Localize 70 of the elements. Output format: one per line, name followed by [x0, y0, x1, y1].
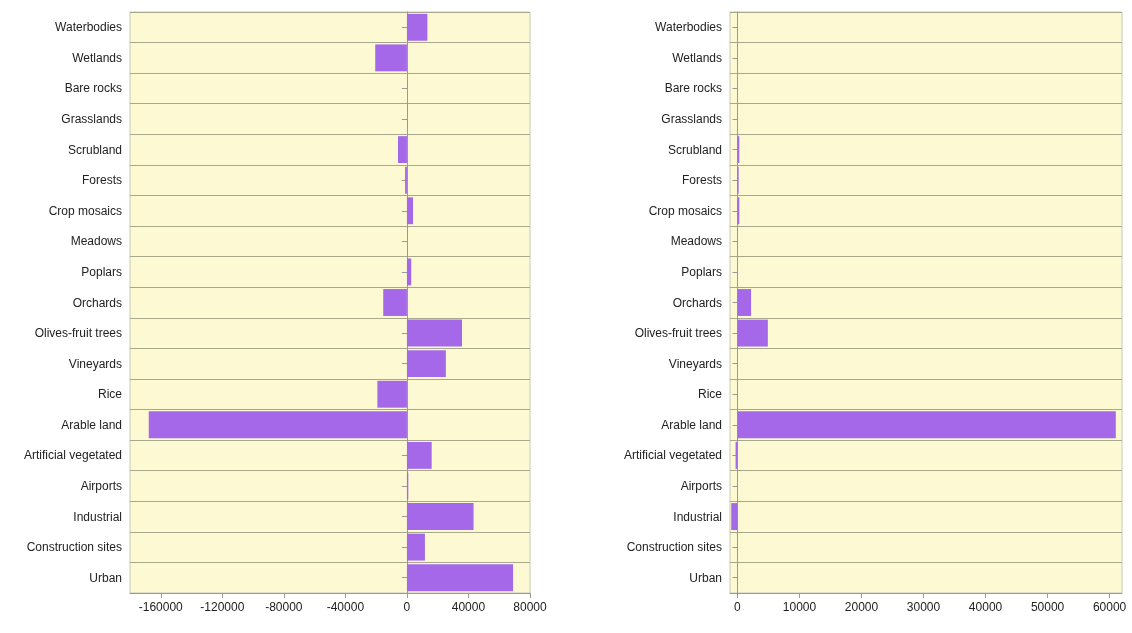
bar [406, 258, 412, 286]
bar [383, 289, 407, 316]
bar [737, 319, 768, 347]
bar [406, 350, 446, 378]
y-tick-label: Crop mosaics [648, 203, 722, 218]
y-tick-label: Construction sites [26, 540, 122, 555]
y-tick-label: Arable land [661, 417, 722, 432]
bar [406, 533, 425, 561]
y-tick-label: Poplars [81, 264, 122, 279]
x-tick-label: 40000 [968, 600, 1003, 614]
bar [406, 197, 414, 225]
x-tick-label: 20000 [844, 600, 879, 614]
bar [406, 13, 428, 41]
y-tick-label: Scrubland [667, 142, 722, 157]
bar [737, 411, 1116, 439]
y-tick-label: Bare rocks [64, 81, 122, 96]
bar [375, 44, 407, 72]
y-tick-label: Airports [80, 478, 122, 493]
x-tick-label: 80000 [513, 600, 548, 614]
x-tick-label: -40000 [326, 600, 365, 614]
x-tick-label: -120000 [200, 600, 245, 614]
y-tick-label: Crop mosaics [48, 203, 122, 218]
bar [731, 503, 738, 531]
y-tick-label: Construction sites [626, 540, 722, 555]
x-tick-label: -160000 [138, 600, 184, 614]
x-tick-label: 60000 [1092, 600, 1127, 614]
y-tick-label: Poplars [681, 264, 722, 279]
y-tick-label: Orchards [72, 295, 122, 310]
y-tick-label: Rice [697, 387, 723, 402]
x-tick-label: 40000 [451, 600, 486, 614]
bar [398, 136, 407, 164]
y-tick-label: Artificial vegetated [623, 448, 722, 463]
y-tick-label: Orchards [672, 295, 722, 310]
bar [377, 380, 407, 408]
y-tick-label: Forests [81, 173, 122, 188]
x-tick-label: 0 [734, 600, 742, 614]
y-tick-label: Vineyards [668, 356, 722, 371]
bar [148, 411, 407, 439]
y-tick-label: Bare rocks [664, 81, 722, 96]
x-tick-label: 10000 [782, 600, 817, 614]
y-tick-label: Urban [689, 570, 722, 585]
y-tick-label: Waterbodies [655, 20, 722, 35]
bar [406, 319, 462, 347]
y-tick-label: Meadows [70, 234, 122, 249]
y-tick-label: Rice [97, 387, 123, 402]
bar [406, 503, 474, 531]
y-tick-label: Airports [680, 478, 722, 493]
y-tick-label: Waterbodies [55, 20, 122, 35]
y-tick-label: Olives-fruit trees [34, 326, 122, 341]
y-tick-label: Scrubland [67, 142, 122, 157]
x-tick-label: 30000 [906, 600, 941, 614]
x-tick-label: 50000 [1030, 600, 1065, 614]
y-tick-label: Industrial [73, 509, 122, 524]
bar [737, 289, 752, 316]
y-tick-label: Arable land [61, 417, 122, 432]
y-tick-label: Wetlands [672, 50, 722, 65]
y-tick-label: Vineyards [68, 356, 122, 371]
y-tick-label: Olives-fruit trees [634, 326, 722, 341]
y-tick-label: Artificial vegetated [23, 448, 122, 463]
y-tick-label: Grasslands [61, 112, 122, 127]
x-tick-label: 0 [403, 600, 411, 614]
y-tick-label: Industrial [673, 509, 722, 524]
y-tick-label: Urban [89, 570, 122, 585]
y-tick-label: Grasslands [661, 112, 722, 127]
bar [406, 441, 432, 469]
bar [406, 564, 514, 592]
y-tick-label: Wetlands [72, 50, 122, 65]
x-tick-label: -80000 [265, 600, 303, 614]
y-tick-label: Meadows [670, 234, 722, 249]
y-tick-label: Forests [681, 173, 722, 188]
